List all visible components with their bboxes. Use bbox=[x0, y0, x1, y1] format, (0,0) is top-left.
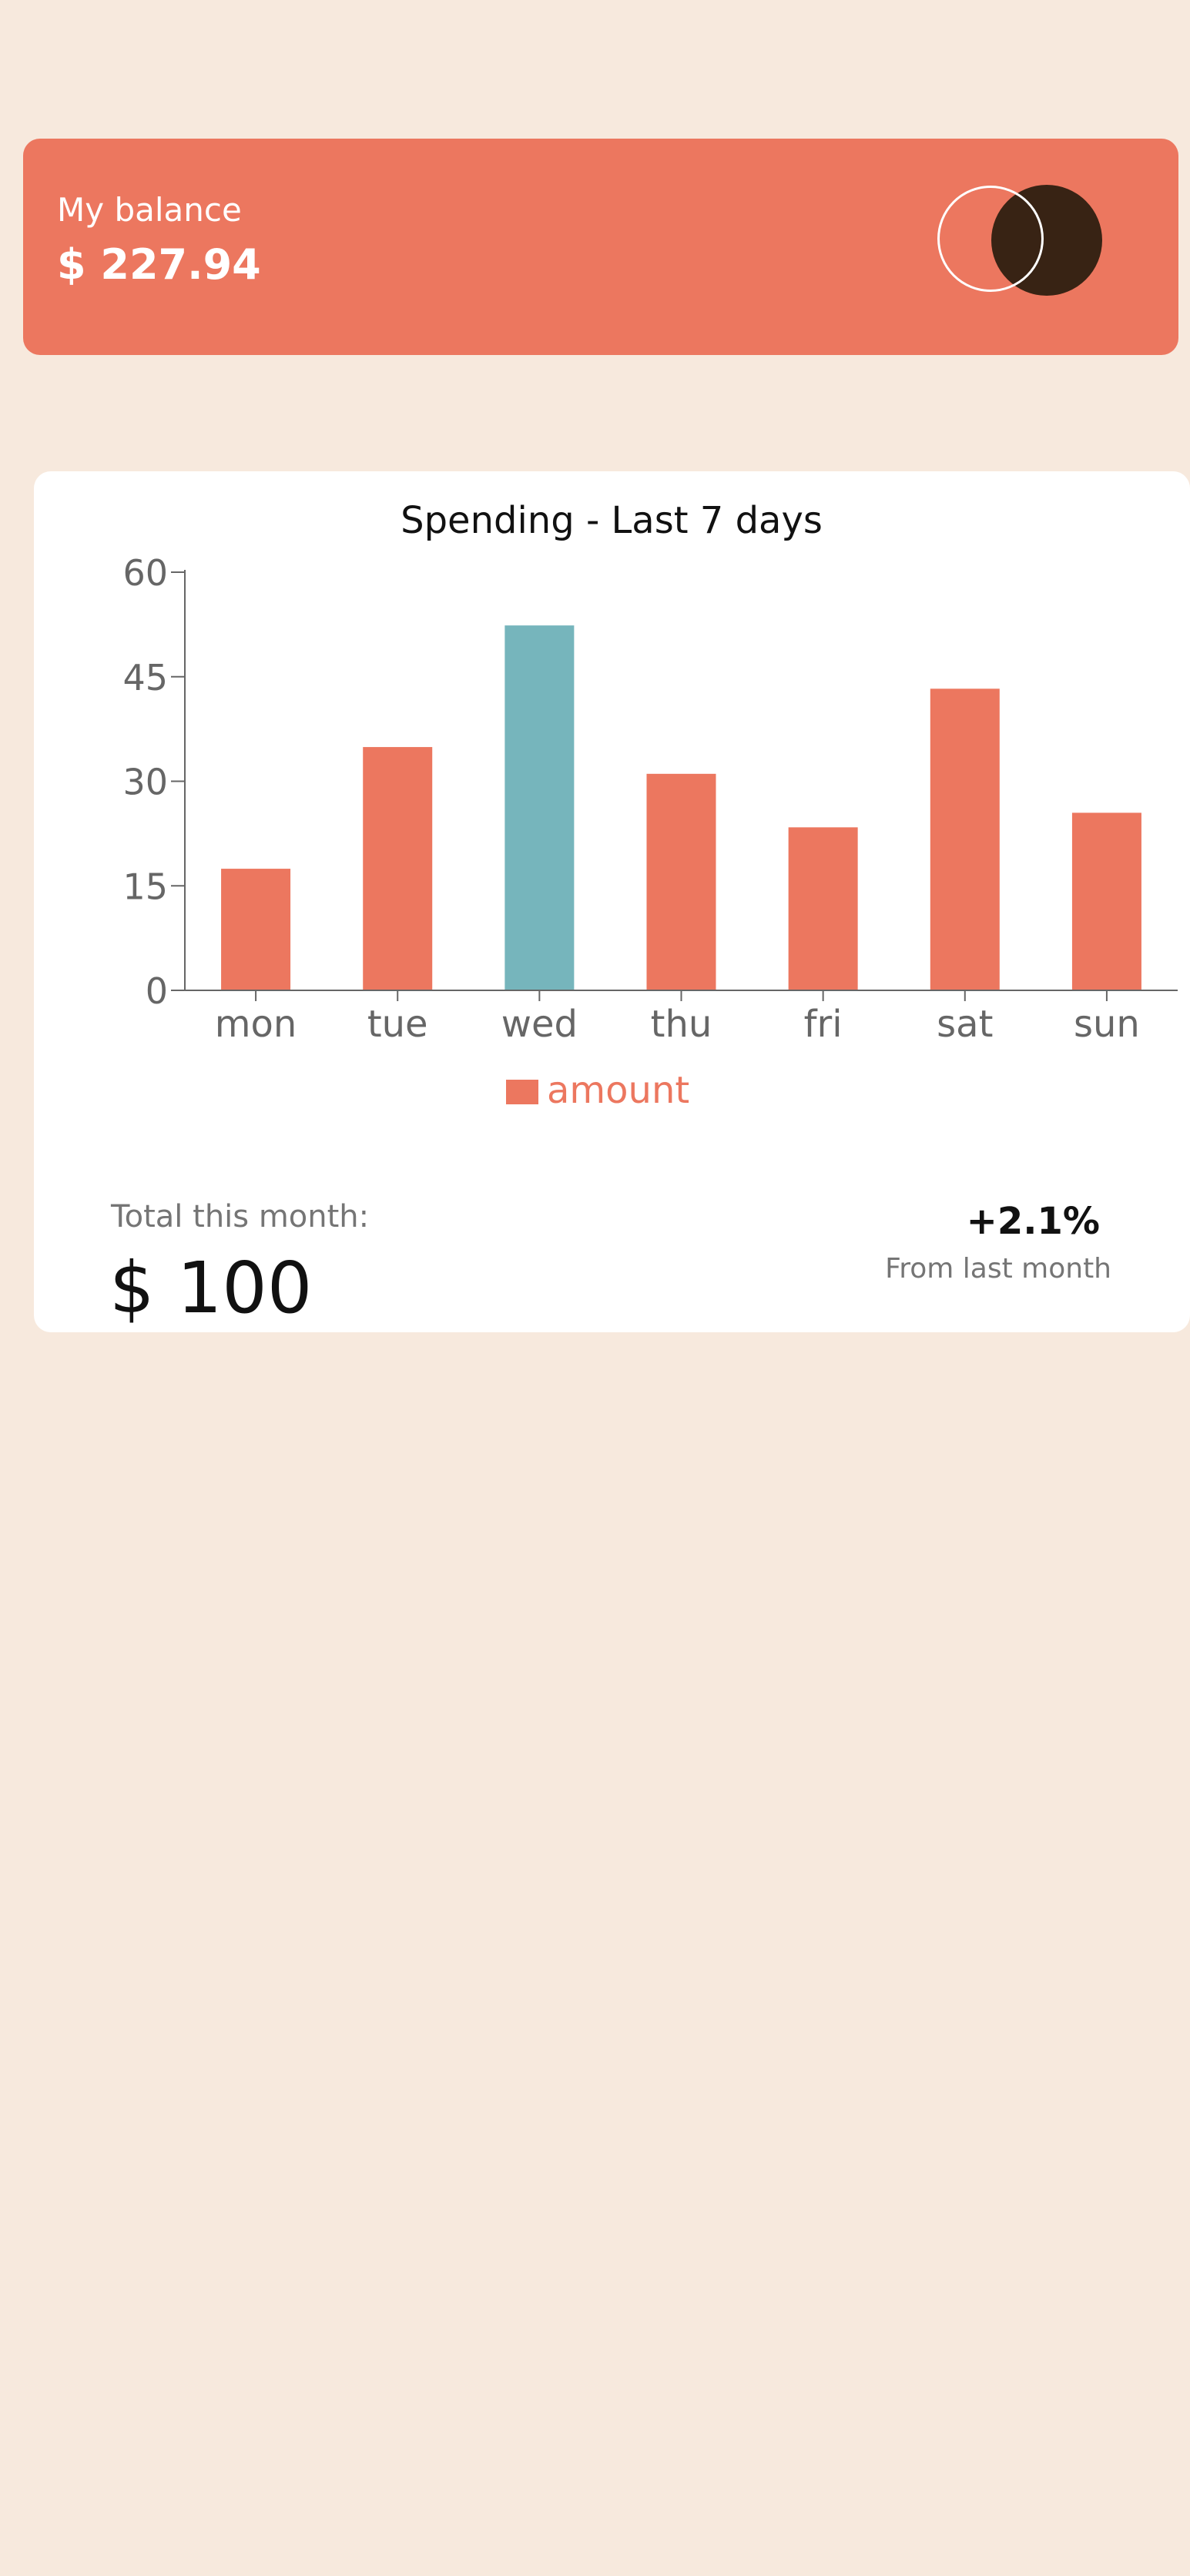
chart-title: Spending - Last 7 days bbox=[401, 499, 823, 542]
x-tick-label: thu bbox=[651, 1003, 712, 1046]
bar-mon[interactable] bbox=[221, 869, 291, 990]
y-tick-label: 45 bbox=[122, 657, 168, 698]
balance-label: My balance bbox=[57, 191, 242, 229]
bar-tue[interactable] bbox=[363, 747, 433, 990]
change-percent: +2.1% bbox=[966, 1200, 1100, 1243]
balance-amount: $ 227.94 bbox=[57, 240, 261, 289]
logo-outline-circle-icon bbox=[937, 186, 1044, 292]
x-tick-label: fri bbox=[804, 1003, 843, 1046]
y-tick-label: 15 bbox=[122, 866, 168, 907]
y-axis: 0 15 30 45 60 bbox=[122, 552, 186, 1012]
bar-thu[interactable] bbox=[646, 773, 716, 990]
x-axis: mon tue wed thu fri sat sun bbox=[185, 990, 1178, 1046]
bar-sun[interactable] bbox=[1071, 812, 1141, 990]
y-tick-label: 60 bbox=[122, 552, 168, 594]
y-tick-label: 30 bbox=[122, 762, 168, 803]
change-label: From last month bbox=[885, 1253, 1111, 1285]
balance-card: My balance $ 227.94 bbox=[23, 139, 1178, 355]
bar-fri[interactable] bbox=[788, 827, 858, 990]
total-month-value: $ 100 bbox=[109, 1247, 313, 1329]
chart-legend: amount bbox=[506, 1069, 689, 1112]
spending-chart: Spending - Last 7 days 0 15 30 45 60 mon tue w… bbox=[122, 499, 1178, 1112]
legend-swatch bbox=[506, 1080, 538, 1104]
x-tick-label: tue bbox=[367, 1003, 428, 1046]
bar-group bbox=[221, 625, 1141, 990]
total-month-label: Total this month: bbox=[111, 1199, 370, 1234]
x-tick-label: wed bbox=[501, 1003, 578, 1046]
x-tick-label: sun bbox=[1074, 1003, 1140, 1046]
legend-label[interactable]: amount bbox=[547, 1069, 689, 1112]
bar-sat[interactable] bbox=[930, 688, 1000, 990]
y-tick-label: 0 bbox=[146, 970, 168, 1012]
bar-wed[interactable] bbox=[504, 625, 575, 990]
x-tick-label: sat bbox=[937, 1003, 993, 1046]
spending-card: Spending - Last 7 days 0 15 30 45 60 mon tue w… bbox=[34, 471, 1190, 1332]
x-tick-label: mon bbox=[215, 1003, 297, 1046]
